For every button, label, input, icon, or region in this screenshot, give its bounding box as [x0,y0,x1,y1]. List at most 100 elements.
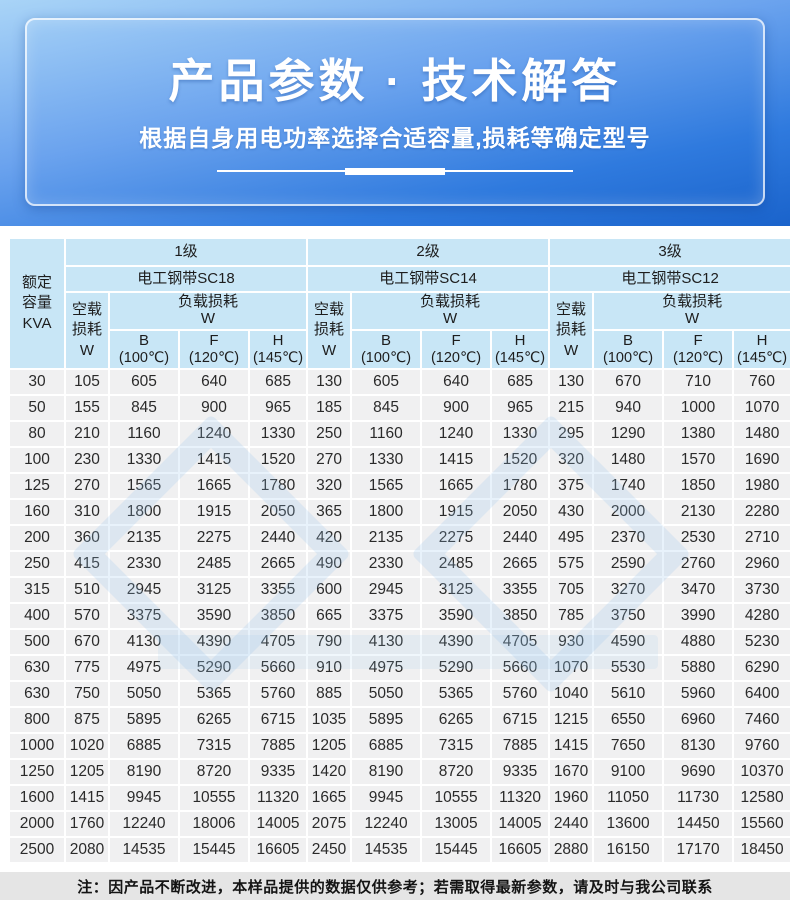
value-cell: 1570 [662,446,735,474]
value-cell: 750 [64,680,110,708]
value-cell: 2945 [350,576,423,604]
value-cell: 1690 [732,446,790,474]
value-cell: 295 [548,420,595,448]
value-cell: 215 [548,394,595,422]
value-cell: 14005 [490,810,551,838]
value-cell: 16605 [247,836,309,864]
value-cell: 1215 [548,706,595,734]
value-cell: 360 [64,524,110,552]
value-cell: 8720 [178,758,250,786]
header-temp-f-2: F (120℃) [420,329,493,370]
value-cell: 910 [306,654,353,682]
value-cell: 12240 [108,810,180,838]
value-cell: 1565 [350,472,423,500]
header-temp-b-3: B (100℃) [592,329,665,370]
value-cell: 3850 [247,602,309,630]
value-cell: 495 [548,524,595,552]
kva-cell: 2500 [8,836,66,864]
value-cell: 6885 [108,732,180,760]
value-cell: 155 [64,394,110,422]
kva-cell: 125 [8,472,66,500]
value-cell: 965 [490,394,551,422]
temp-value: (145℃) [737,350,788,367]
header-grade-2: 2级 [306,237,551,267]
value-cell: 1520 [247,446,309,474]
value-cell: 14450 [662,810,735,838]
header-steel-3: 电工钢带SC12 [548,265,790,293]
value-cell: 4975 [350,654,423,682]
value-cell: 940 [592,394,665,422]
kva-cell: 315 [8,576,66,604]
header-temp-h-3: H (145℃) [732,329,790,370]
value-cell: 310 [64,498,110,526]
value-cell: 3750 [592,602,665,630]
value-cell: 8190 [350,758,423,786]
temp-value: (120℃) [430,350,482,367]
load-loss-label: 负载损耗 [420,293,481,311]
value-cell: 7460 [732,706,790,734]
value-cell: 1665 [178,472,250,500]
value-cell: 320 [548,446,595,474]
value-cell: 9760 [732,732,790,760]
value-cell: 685 [247,368,309,396]
value-cell: 8720 [420,758,493,786]
value-cell: 4590 [592,628,665,656]
kva-cell: 400 [8,602,66,630]
value-cell: 1665 [306,784,353,812]
kva-cell: 100 [8,446,66,474]
value-cell: 14535 [108,836,180,864]
value-cell: 5530 [592,654,665,682]
value-cell: 1070 [548,654,595,682]
value-cell: 9335 [247,758,309,786]
value-cell: 600 [306,576,353,604]
table-row: 250 415 2330 2485 2665 490 2330 2485 2665 575 2590… [8,550,790,578]
value-cell: 13005 [420,810,493,838]
value-cell: 5610 [592,680,665,708]
page-subtitle: 根据自身用电功率选择合适容量,损耗等确定型号 [139,124,651,151]
page-title: 产品参数 · 技术解答 [168,55,622,107]
temp-letter: B [381,331,392,349]
table-row: 315 510 2945 3125 3355 600 2945 3125 3355 705 3270… [8,576,790,604]
value-cell: 965 [247,394,309,422]
value-cell: 1160 [350,420,423,448]
kva-cell: 30 [8,368,66,396]
value-cell: 1740 [592,472,665,500]
table-row: 1250 1205 8190 8720 9335 1420 8190 8720 9335 1670… [8,758,790,786]
value-cell: 4130 [350,628,423,656]
value-cell: 6265 [178,706,250,734]
value-cell: 5050 [108,680,180,708]
value-cell: 2080 [64,836,110,864]
value-cell: 1240 [178,420,250,448]
temp-letter: F [451,331,461,349]
value-cell: 575 [548,550,595,578]
value-cell: 640 [420,368,493,396]
value-cell: 4880 [662,628,735,656]
header-rated-capacity: 额定容量KVA [8,237,66,370]
temp-value: (100℃) [118,350,170,367]
header-steel-1: 电工钢带SC18 [63,265,309,293]
header-temp-h-2: H (145℃) [490,329,551,370]
value-cell: 10370 [732,758,790,786]
header-temp-h-1: H (145℃) [247,329,309,370]
value-cell: 4705 [490,628,551,656]
value-cell: 2760 [662,550,735,578]
header-load-loss-1: 负载损耗 W [107,291,309,331]
value-cell: 7315 [420,732,493,760]
header-grade-1: 1级 [63,237,309,267]
value-cell: 605 [350,368,423,396]
value-cell: 5290 [178,654,250,682]
header-grade-3: 3级 [548,237,790,267]
value-cell: 7885 [247,732,309,760]
value-cell: 1205 [306,732,353,760]
temp-value: (120℃) [672,350,724,367]
temp-letter: H [514,331,526,349]
table-row: 50 155 845 900 965 185 845 900 965 215 940 1000 1070 [8,394,790,422]
value-cell: 845 [108,394,180,422]
value-cell: 1780 [247,472,309,500]
kva-cell: 1250 [8,758,66,786]
value-cell: 2130 [662,498,735,526]
value-cell: 2075 [306,810,353,838]
value-cell: 11320 [247,784,309,812]
value-cell: 2590 [592,550,665,578]
